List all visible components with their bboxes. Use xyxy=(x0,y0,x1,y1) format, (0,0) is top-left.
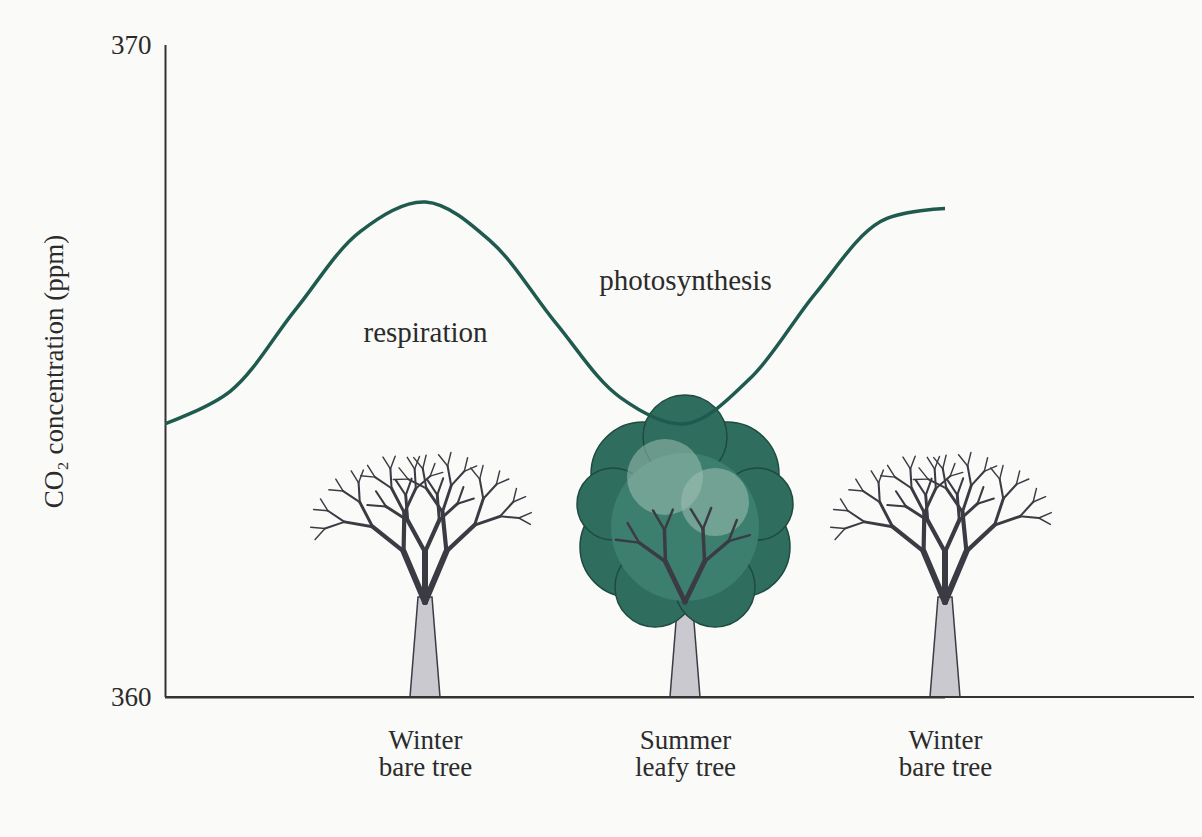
svg-text:Winterbare tree: Winterbare tree xyxy=(899,725,993,782)
svg-text:CO₂ concentration (ppm): CO₂ concentration (ppm) xyxy=(39,235,69,508)
svg-text:photosynthesis: photosynthesis xyxy=(599,264,771,296)
svg-text:respiration: respiration xyxy=(363,316,488,348)
svg-text:360: 360 xyxy=(111,682,152,712)
svg-text:370: 370 xyxy=(111,30,152,60)
svg-text:Winterbare tree: Winterbare tree xyxy=(379,725,473,782)
svg-text:Summerleafy tree: Summerleafy tree xyxy=(635,725,736,782)
